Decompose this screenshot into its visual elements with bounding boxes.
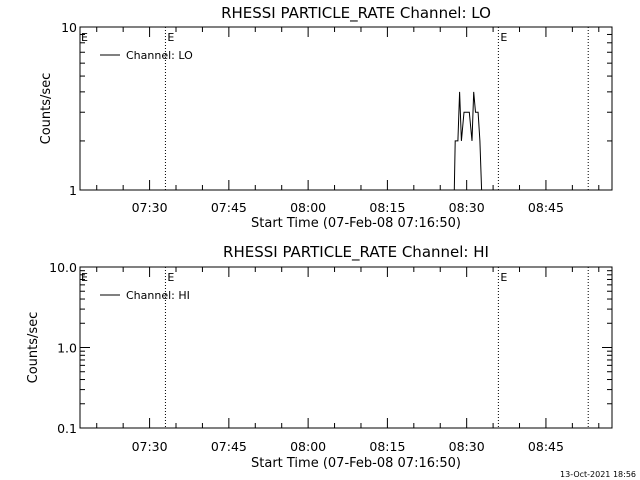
x-tick-label: 08:45 <box>528 200 564 215</box>
chart-title: RHESSI PARTICLE_RATE Channel: LO <box>221 4 491 23</box>
x-tick-label: 08:00 <box>290 439 326 454</box>
x-axis-title: Start Time (07-Feb-08 07:16:50) <box>251 456 461 471</box>
x-tick-label: 08:45 <box>528 439 564 454</box>
legend-label: Channel: HI <box>126 289 190 302</box>
edge-marker-label: E <box>81 271 88 284</box>
footer-timestamp: 13-Oct-2021 18:56 <box>560 470 636 479</box>
y-tick-label: 10.0 <box>49 260 77 275</box>
x-tick-label: 08:15 <box>369 200 405 215</box>
y-tick-label: 0.1 <box>57 421 77 436</box>
y-tick-label: 10 <box>61 20 77 35</box>
legend-label: Channel: LO <box>126 49 193 62</box>
x-tick-label: 07:30 <box>132 439 168 454</box>
event-marker-label: E <box>500 31 507 44</box>
series-line <box>453 91 483 191</box>
x-tick-label: 08:30 <box>449 200 485 215</box>
y-axis-title: Counts/sec <box>26 312 41 384</box>
event-marker-label: E <box>167 31 174 44</box>
x-axis-title: Start Time (07-Feb-08 07:16:50) <box>251 216 461 231</box>
x-tick-label: 07:45 <box>211 200 247 215</box>
event-marker-label: E <box>500 271 507 284</box>
event-marker-label: E <box>167 271 174 284</box>
x-tick-label: 07:30 <box>132 200 168 215</box>
chart-title: RHESSI PARTICLE_RATE Channel: HI <box>223 243 489 262</box>
x-tick-label: 08:15 <box>369 439 405 454</box>
plot-frame <box>79 26 613 191</box>
x-tick-label: 07:45 <box>211 439 247 454</box>
edge-marker-label: E <box>81 31 88 44</box>
y-tick-label: 1 <box>69 183 77 198</box>
y-axis-title: Counts/sec <box>39 73 54 145</box>
y-tick-label: 1.0 <box>57 341 77 356</box>
x-tick-label: 08:00 <box>290 200 326 215</box>
x-tick-label: 08:30 <box>449 439 485 454</box>
